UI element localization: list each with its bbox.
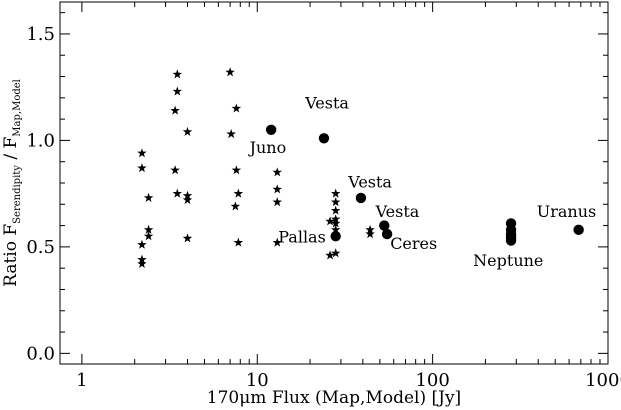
annotation-label: Neptune: [473, 251, 543, 270]
star-point: [272, 237, 283, 247]
star-point: [143, 224, 154, 234]
star-point: [172, 86, 183, 96]
star-point: [330, 248, 341, 258]
y-tick-label: 1.5: [26, 24, 55, 45]
star-point: [272, 167, 283, 177]
y-axis-title-sub2: Map,Model: [12, 79, 23, 137]
y-axis-title: Ratio FSerendipity / FMap,Model: [1, 79, 23, 287]
star-point: [182, 233, 193, 243]
y-axis-title-sub1: Serendipity: [12, 165, 23, 224]
star-point: [272, 184, 283, 194]
star-point: [231, 103, 242, 113]
star-point: [172, 69, 183, 79]
annotation-label: Uranus: [537, 202, 597, 221]
annotations: Vesta Juno Vesta Vesta Pallas Ceres Neptune Ura…: [248, 93, 597, 270]
circle-point: [265, 124, 277, 135]
star-point: [137, 239, 147, 249]
star-point: [272, 197, 283, 207]
star-point: [172, 188, 183, 198]
star-point: [143, 192, 154, 202]
plot-marks: [137, 67, 584, 268]
y-axis-title-main: Ratio F: [1, 224, 21, 287]
star-point: [330, 205, 341, 215]
annotation-label: Vesta: [375, 202, 420, 221]
star-point: [233, 188, 244, 198]
star-point: [137, 163, 147, 173]
circle-point: [355, 192, 367, 204]
y-tick-label: 0.5: [26, 237, 55, 258]
circle-point: [573, 224, 584, 236]
star-point: [233, 237, 244, 247]
star-point: [182, 126, 193, 136]
star-point: [170, 165, 180, 175]
star-point: [143, 231, 154, 241]
star-point: [330, 224, 341, 234]
circle-point: [318, 133, 330, 144]
star-point: [230, 201, 241, 211]
x-tick-label: 100: [415, 370, 449, 391]
star-point: [137, 258, 147, 268]
star-point: [182, 195, 193, 205]
annotation-label: Vesta: [304, 93, 349, 112]
annotation-label: Pallas: [278, 228, 326, 247]
star-point: [226, 129, 236, 139]
y-tick-label: 1.0: [26, 130, 55, 151]
star-point: [231, 165, 242, 175]
annotation-label: Ceres: [390, 234, 437, 253]
x-tick-label: 10: [246, 370, 269, 391]
annotation-label: Juno: [248, 138, 287, 157]
circle-point: [379, 220, 390, 231]
star-point: [365, 229, 375, 239]
circle-point: [505, 235, 517, 246]
star-point: [225, 67, 235, 77]
star-point: [330, 197, 341, 207]
star-point: [325, 216, 335, 226]
x-tick-label: 1: [76, 370, 87, 391]
star-point: [137, 148, 147, 158]
annotation-label: Vesta: [347, 172, 392, 191]
plot-frame: [59, 1, 609, 365]
circle-point: [330, 231, 341, 242]
y-axis-title-sep: / F: [1, 137, 21, 166]
star-point: [330, 218, 341, 228]
star-point: [330, 188, 341, 198]
y-tick-label: 0.0: [26, 343, 55, 364]
star-point: [170, 105, 180, 115]
star-point: [325, 250, 335, 260]
circle-point: [381, 228, 393, 240]
x-axis-title: 170μm Flux (Map,Model) [Jy]: [207, 388, 461, 408]
